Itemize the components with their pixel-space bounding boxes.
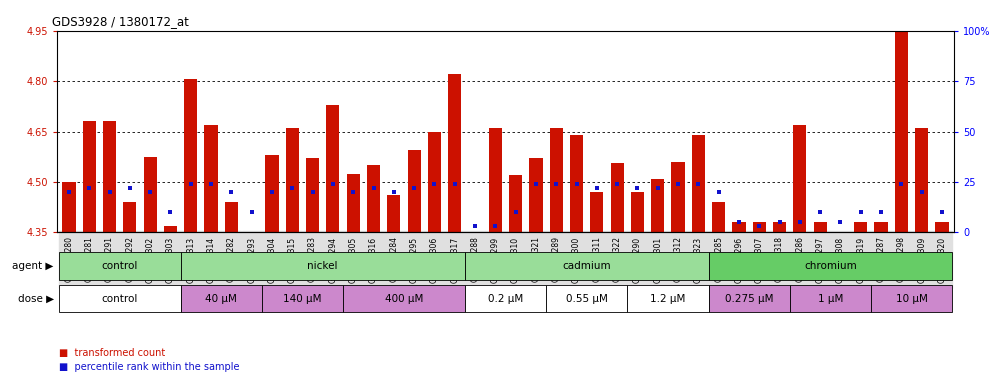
- Bar: [874, 222, 887, 232]
- Bar: [63, 182, 76, 232]
- Text: 400 μM: 400 μM: [384, 293, 423, 304]
- Text: 0.275 μM: 0.275 μM: [725, 293, 773, 304]
- Text: control: control: [102, 261, 137, 271]
- Bar: [591, 192, 604, 232]
- Bar: [732, 222, 746, 232]
- Bar: [570, 135, 583, 232]
- Bar: [306, 159, 319, 232]
- Bar: [915, 128, 928, 232]
- Text: 10 μM: 10 μM: [895, 293, 927, 304]
- Bar: [343, 285, 465, 313]
- Bar: [627, 285, 708, 313]
- Bar: [59, 285, 180, 313]
- Text: cadmium: cadmium: [563, 261, 611, 271]
- Text: 40 μM: 40 μM: [205, 293, 237, 304]
- Bar: [712, 202, 725, 232]
- Bar: [448, 74, 461, 232]
- Bar: [262, 285, 343, 313]
- Text: 1.2 μM: 1.2 μM: [650, 293, 685, 304]
- Bar: [611, 164, 623, 232]
- Bar: [124, 202, 136, 232]
- Bar: [546, 285, 627, 313]
- Bar: [103, 121, 117, 232]
- Bar: [164, 226, 177, 232]
- Text: agent ▶: agent ▶: [12, 261, 54, 271]
- Text: GDS3928 / 1380172_at: GDS3928 / 1380172_at: [52, 15, 189, 28]
- Bar: [387, 195, 400, 232]
- Text: dose ▶: dose ▶: [18, 293, 54, 304]
- Bar: [59, 252, 180, 280]
- Bar: [753, 222, 766, 232]
- Bar: [465, 252, 708, 280]
- Bar: [83, 121, 96, 232]
- Bar: [286, 128, 299, 232]
- Bar: [509, 175, 522, 232]
- Bar: [407, 150, 420, 232]
- Bar: [465, 285, 546, 313]
- Bar: [550, 128, 563, 232]
- Bar: [894, 31, 908, 232]
- Bar: [529, 159, 543, 232]
- Bar: [793, 125, 807, 232]
- Bar: [773, 222, 786, 232]
- Text: control: control: [102, 293, 137, 304]
- Bar: [671, 162, 684, 232]
- Bar: [180, 252, 465, 280]
- Bar: [855, 222, 868, 232]
- Bar: [871, 285, 952, 313]
- Text: chromium: chromium: [804, 261, 857, 271]
- Bar: [327, 104, 340, 232]
- Bar: [225, 202, 238, 232]
- Bar: [428, 131, 441, 232]
- Bar: [630, 192, 644, 232]
- Bar: [708, 285, 790, 313]
- Text: nickel: nickel: [308, 261, 338, 271]
- Bar: [367, 165, 380, 232]
- Bar: [489, 128, 502, 232]
- Bar: [184, 79, 197, 232]
- Text: 1 μM: 1 μM: [818, 293, 843, 304]
- Bar: [180, 285, 262, 313]
- Bar: [651, 179, 664, 232]
- Bar: [935, 222, 948, 232]
- Bar: [347, 174, 360, 232]
- Text: ■  percentile rank within the sample: ■ percentile rank within the sample: [59, 362, 239, 372]
- Bar: [265, 155, 279, 232]
- Text: ■  transformed count: ■ transformed count: [59, 348, 165, 358]
- Text: 0.2 μM: 0.2 μM: [488, 293, 523, 304]
- Bar: [692, 135, 705, 232]
- Bar: [708, 252, 952, 280]
- Bar: [790, 285, 871, 313]
- Bar: [143, 157, 156, 232]
- Text: 140 μM: 140 μM: [283, 293, 322, 304]
- Bar: [814, 222, 827, 232]
- Text: 0.55 μM: 0.55 μM: [566, 293, 608, 304]
- Bar: [204, 125, 218, 232]
